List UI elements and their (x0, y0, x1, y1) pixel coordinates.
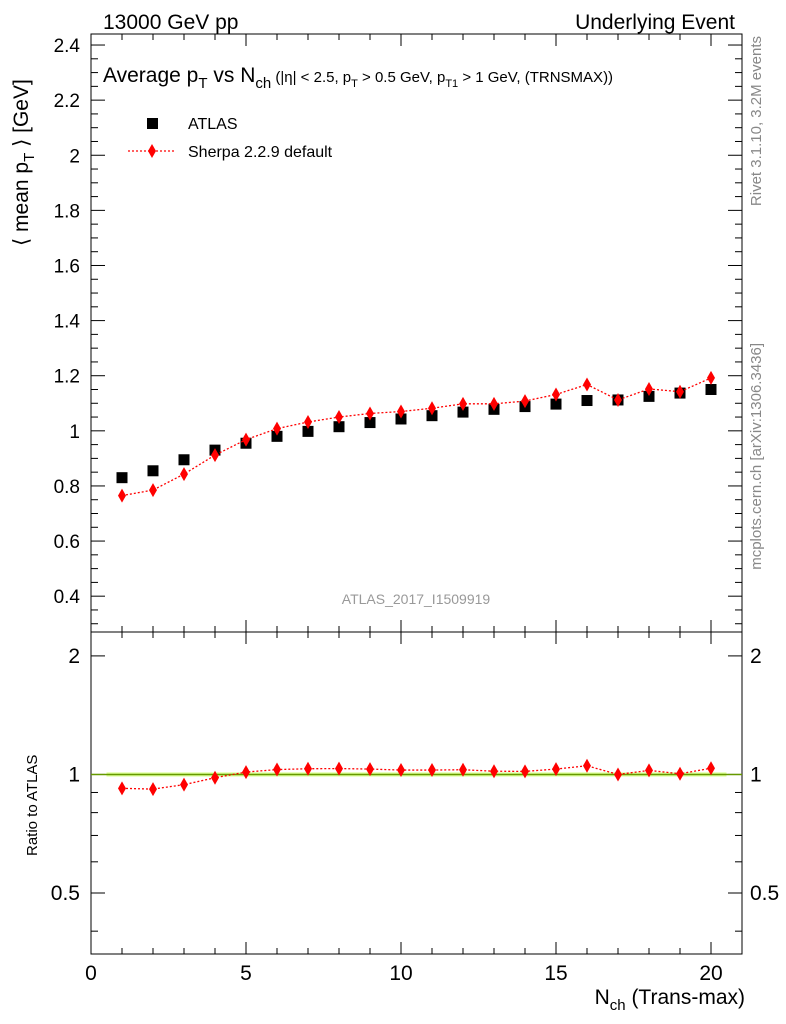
ratio-sherpa-point (397, 763, 405, 778)
ratio-sherpa-point (118, 781, 126, 796)
sherpa-data-point (459, 396, 467, 411)
ratio-plot-frame (90, 631, 743, 955)
sherpa-data-point (428, 401, 436, 416)
ratio-y-tick-label-right: 1 (750, 763, 762, 786)
sherpa-data-point (366, 406, 374, 421)
atlas-data-point (116, 472, 128, 484)
legend-label-sherpa: Sherpa 2.2.9 default (188, 144, 333, 161)
main-y-tick-label: 0.6 (54, 532, 80, 553)
atlas-data-point (147, 465, 159, 477)
ratio-y-tick-label-right: 0.5 (750, 882, 779, 905)
sherpa-data-point (676, 384, 684, 399)
legend-marker-sherpa (148, 144, 156, 158)
main-y-tick-label: 1.4 (54, 312, 81, 333)
atlas-data-point (364, 417, 376, 429)
sherpa-data-point (273, 421, 281, 436)
ratio-sherpa-point (366, 762, 374, 777)
ratio-sherpa-point (180, 777, 188, 792)
sherpa-data-point (335, 410, 343, 425)
x-tick-label: 10 (389, 962, 412, 985)
sherpa-data-point (397, 404, 405, 419)
main-y-tick-label: 2.4 (54, 36, 81, 57)
ratio-sherpa-point (583, 758, 591, 773)
ratio-sherpa-point (614, 767, 622, 782)
legend-label-atlas: ATLAS (188, 116, 238, 133)
atlas-data-point (333, 421, 345, 433)
sherpa-line (121, 377, 712, 497)
ratio-sherpa-point (521, 764, 529, 779)
ratio-y-tick-label-left: 0.5 (51, 882, 80, 905)
ratio-sherpa-point (676, 766, 684, 781)
sherpa-data-point (304, 415, 312, 430)
atlas-data-point (426, 410, 438, 422)
sherpa-data-point (149, 483, 157, 498)
ratio-sherpa-point (645, 763, 653, 778)
main-y-tick-label: 0.8 (54, 477, 80, 498)
ratio-sherpa-point (335, 761, 343, 776)
ratio-sherpa-line (121, 765, 712, 790)
atlas-data-point (457, 406, 469, 418)
header-right: Underlying Event (575, 11, 735, 34)
x-tick-label: 15 (544, 962, 567, 985)
main-plot-title: Average pT vs Nch (|η| < 2.5, pT > 0.5 G… (103, 64, 613, 92)
sherpa-data-point (180, 467, 188, 482)
atlas-data-point (643, 390, 655, 402)
ratio-y-tick-label-left: 2 (68, 645, 80, 668)
sherpa-data-point (707, 370, 715, 385)
main-y-tick-label: 1.2 (54, 367, 80, 388)
x-tick-label: 5 (240, 962, 252, 985)
sherpa-data-point (521, 394, 529, 409)
ratio-sherpa-point (428, 763, 436, 778)
ratio-sherpa-point (459, 762, 467, 777)
sherpa-data-point (118, 488, 126, 503)
ratio-sherpa-point (149, 782, 157, 797)
ratio-sherpa-point (552, 762, 560, 777)
x-axis-label: Nch (Trans-max) (595, 986, 745, 1014)
header-left: 13000 GeV pp (103, 11, 238, 34)
x-tick-label: 0 (85, 962, 97, 985)
main-y-tick-label: 2.2 (54, 91, 80, 112)
atlas-data-point (271, 430, 283, 442)
atlas-data-point (395, 413, 407, 425)
rivet-version-text: Rivet 3.1.10, 3.2M events (748, 36, 765, 206)
ratio-sherpa-point (304, 761, 312, 776)
sherpa-data-point (552, 387, 560, 402)
legend: ATLAS Sherpa 2.2.9 default (128, 116, 333, 161)
sherpa-data-point (490, 396, 498, 411)
ratio-sherpa-point (211, 770, 219, 785)
main-y-tick-label: 1.8 (54, 201, 80, 222)
ratio-y-axis-label: Ratio to ATLAS (24, 755, 41, 856)
ratio-y-tick-label-right: 2 (750, 645, 762, 668)
ratio-y-tick-label-left: 1 (68, 763, 80, 786)
ratio-sherpa-point (273, 762, 281, 777)
ratio-sherpa-point (242, 765, 250, 780)
ratio-sherpa-point (490, 764, 498, 779)
main-y-tick-label: 0.4 (54, 587, 81, 608)
sherpa-data-point (242, 432, 250, 447)
atlas-data-point (705, 383, 717, 395)
sherpa-data-point (645, 381, 653, 396)
sherpa-data-point (614, 392, 622, 407)
mcplots-credit-text: mcplots.cern.ch [arXiv:1306.3436] (748, 343, 765, 570)
atlas-data-point (178, 454, 190, 466)
main-y-tick-label: 1.6 (54, 256, 80, 277)
main-y-tick-label: 1 (69, 422, 80, 443)
ratio-sherpa-point (707, 761, 715, 776)
analysis-watermark: ATLAS_2017_I1509919 (342, 591, 491, 607)
sherpa-data-point (211, 448, 219, 463)
atlas-data-point (550, 398, 562, 410)
main-y-axis-label: ⟨ mean pT ⟩ [GeV] (10, 79, 38, 246)
atlas-data-point (581, 395, 593, 407)
x-tick-label: 20 (699, 962, 722, 985)
sherpa-data-point (583, 377, 591, 392)
legend-marker-atlas (147, 118, 158, 129)
atlas-data-point (302, 425, 314, 437)
main-y-tick-label: 2 (69, 146, 80, 167)
